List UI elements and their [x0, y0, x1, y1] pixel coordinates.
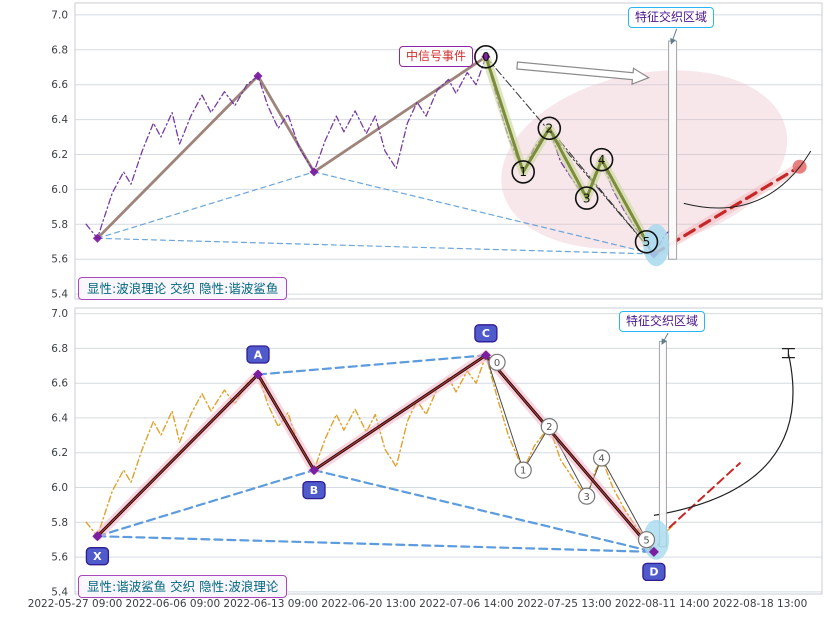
y-tick-label: 7.0 [51, 9, 68, 21]
x-tick-label: 2022-08-18 13:00 [712, 598, 808, 610]
pivot-labels: X A B C D [85, 324, 666, 582]
y-tick-label: 6.0 [51, 482, 68, 494]
x-tick-label: 2022-06-13 09:00 [223, 598, 319, 610]
svg-text:5: 5 [643, 235, 651, 249]
plot-border [74, 2, 823, 300]
svg-text:1: 1 [520, 466, 526, 477]
pivot-marker [92, 531, 103, 542]
x-tick-label: 2022-08-11 14:00 [614, 598, 710, 610]
wave-number-circles: 0 1 2 3 4 5 [474, 44, 659, 254]
annotation-curve [653, 348, 795, 516]
svg-text:4: 4 [598, 454, 604, 465]
y-tick-label: 6.8 [51, 343, 68, 355]
y-tick-label: 6.6 [51, 79, 68, 91]
svg-text:0: 0 [494, 358, 500, 369]
region-band [668, 40, 678, 260]
pivot-label-text: A [254, 348, 263, 361]
shark-line-xd [96, 237, 655, 255]
bottom-chart-canvas: 7.0 6.8 6.6 6.4 6.2 6.0 5.8 5.6 5.4 0 1 2 3 4 5 X A B C D [51, 307, 823, 598]
channel-line-0d [485, 56, 655, 255]
y-tick-label: 6.2 [51, 447, 68, 459]
pivot-label-box [474, 324, 498, 343]
pivot-label-box [302, 480, 326, 500]
y-tick-label: 6.6 [51, 378, 68, 390]
svg-text:2: 2 [545, 122, 553, 136]
pivot-marker [648, 546, 659, 557]
top-plot-area: 7.0 6.8 6.6 6.4 6.2 6.0 5.8 5.6 5.4 0 1 2 3 4 5 [51, 2, 823, 301]
region-label-bottom: 特征交织区域 [619, 311, 706, 332]
caption-bottom: 显性:谐波鲨鱼 交织 隐性:波浪理论 [78, 575, 288, 598]
top-chart-canvas: 7.0 6.8 6.6 6.4 6.2 6.0 5.8 5.6 5.4 0 1 2 3 4 5 [51, 2, 823, 301]
pivot-label-text: C [482, 327, 490, 340]
pivot-marker [480, 350, 491, 361]
shark-line-bd [312, 469, 656, 553]
svg-text:0: 0 [482, 50, 490, 64]
pivot-label-box [246, 345, 270, 364]
y-tick-label: 6.2 [51, 149, 68, 161]
wave-number-circles: 0 1 2 3 4 5 [488, 353, 656, 549]
svg-text:1: 1 [519, 165, 527, 179]
pivot-label-text: X [93, 550, 102, 563]
x-axis-labels: 2022-05-27 09:00 2022-06-06 09:00 2022-06-… [0, 598, 839, 616]
svg-text:4: 4 [598, 153, 606, 167]
y-tick-label: 5.6 [51, 254, 68, 266]
x-tick-label: 2022-07-25 13:00 [516, 598, 612, 610]
shark-line-ac [256, 354, 487, 376]
y-tick-label: 7.0 [51, 308, 68, 320]
svg-text:3: 3 [583, 191, 591, 205]
y-tick-label: 5.6 [51, 552, 68, 564]
svg-text:3: 3 [584, 492, 590, 503]
x-tick-label: 2022-06-20 13:00 [321, 598, 416, 610]
y-tick-label: 5.4 [51, 289, 68, 301]
y-tick-label: 5.4 [51, 586, 68, 598]
confluence-ellipse [501, 70, 788, 250]
y-tick-label: 5.8 [51, 517, 68, 529]
bottom-plot-area: 7.0 6.8 6.6 6.4 6.2 6.0 5.8 5.6 5.4 0 1 2 3 4 5 X A B C D [51, 307, 823, 598]
region-pointer [670, 28, 678, 45]
plot-border [74, 307, 823, 595]
major-zigzag [96, 55, 488, 240]
y-tick-label: 6.0 [51, 184, 68, 196]
shark-line-xb [96, 469, 316, 538]
d-highlight-ellipse [643, 519, 670, 560]
svg-text:2: 2 [546, 422, 552, 433]
pivot-label-box [642, 562, 666, 582]
y-tick-label: 6.4 [51, 412, 68, 424]
region-band [658, 340, 667, 548]
channel-line-2d [548, 127, 655, 255]
pivot-label-box [85, 547, 110, 566]
pivot-marker [309, 465, 319, 476]
implicit-wave-line [485, 354, 647, 541]
x-tick-label: 2022-06-06 09:00 [125, 598, 221, 610]
shark-line-xb [96, 171, 315, 239]
region-label-top: 特征交织区域 [628, 7, 715, 28]
x-tick-label: 2022-05-27 09:00 [27, 598, 123, 610]
elliott-wave-line [481, 52, 651, 247]
forecast-line [649, 162, 805, 259]
caption-top: 显性:波浪理论 交织 隐性:谐波鲨鱼 [78, 277, 288, 300]
y-tick-label: 6.8 [51, 44, 68, 56]
y-tick-label: 5.8 [51, 219, 68, 231]
shark-line-xd [96, 535, 656, 553]
pivot-label-text: D [649, 566, 658, 579]
svg-text:5: 5 [643, 535, 649, 546]
x-tick-label: 2022-07-06 14:00 [419, 598, 514, 610]
shark-line-bd [313, 171, 655, 255]
pivot-marker [253, 369, 263, 380]
region-pointer [661, 332, 669, 345]
y-tick-label: 6.4 [51, 114, 68, 126]
annotation-curve [683, 150, 812, 209]
pivot-label-text: B [310, 484, 318, 497]
forecast-line [658, 462, 741, 538]
signal-arrow [516, 61, 651, 86]
price-line [85, 354, 677, 553]
signal-event-label: 中信号事件 [399, 46, 474, 67]
